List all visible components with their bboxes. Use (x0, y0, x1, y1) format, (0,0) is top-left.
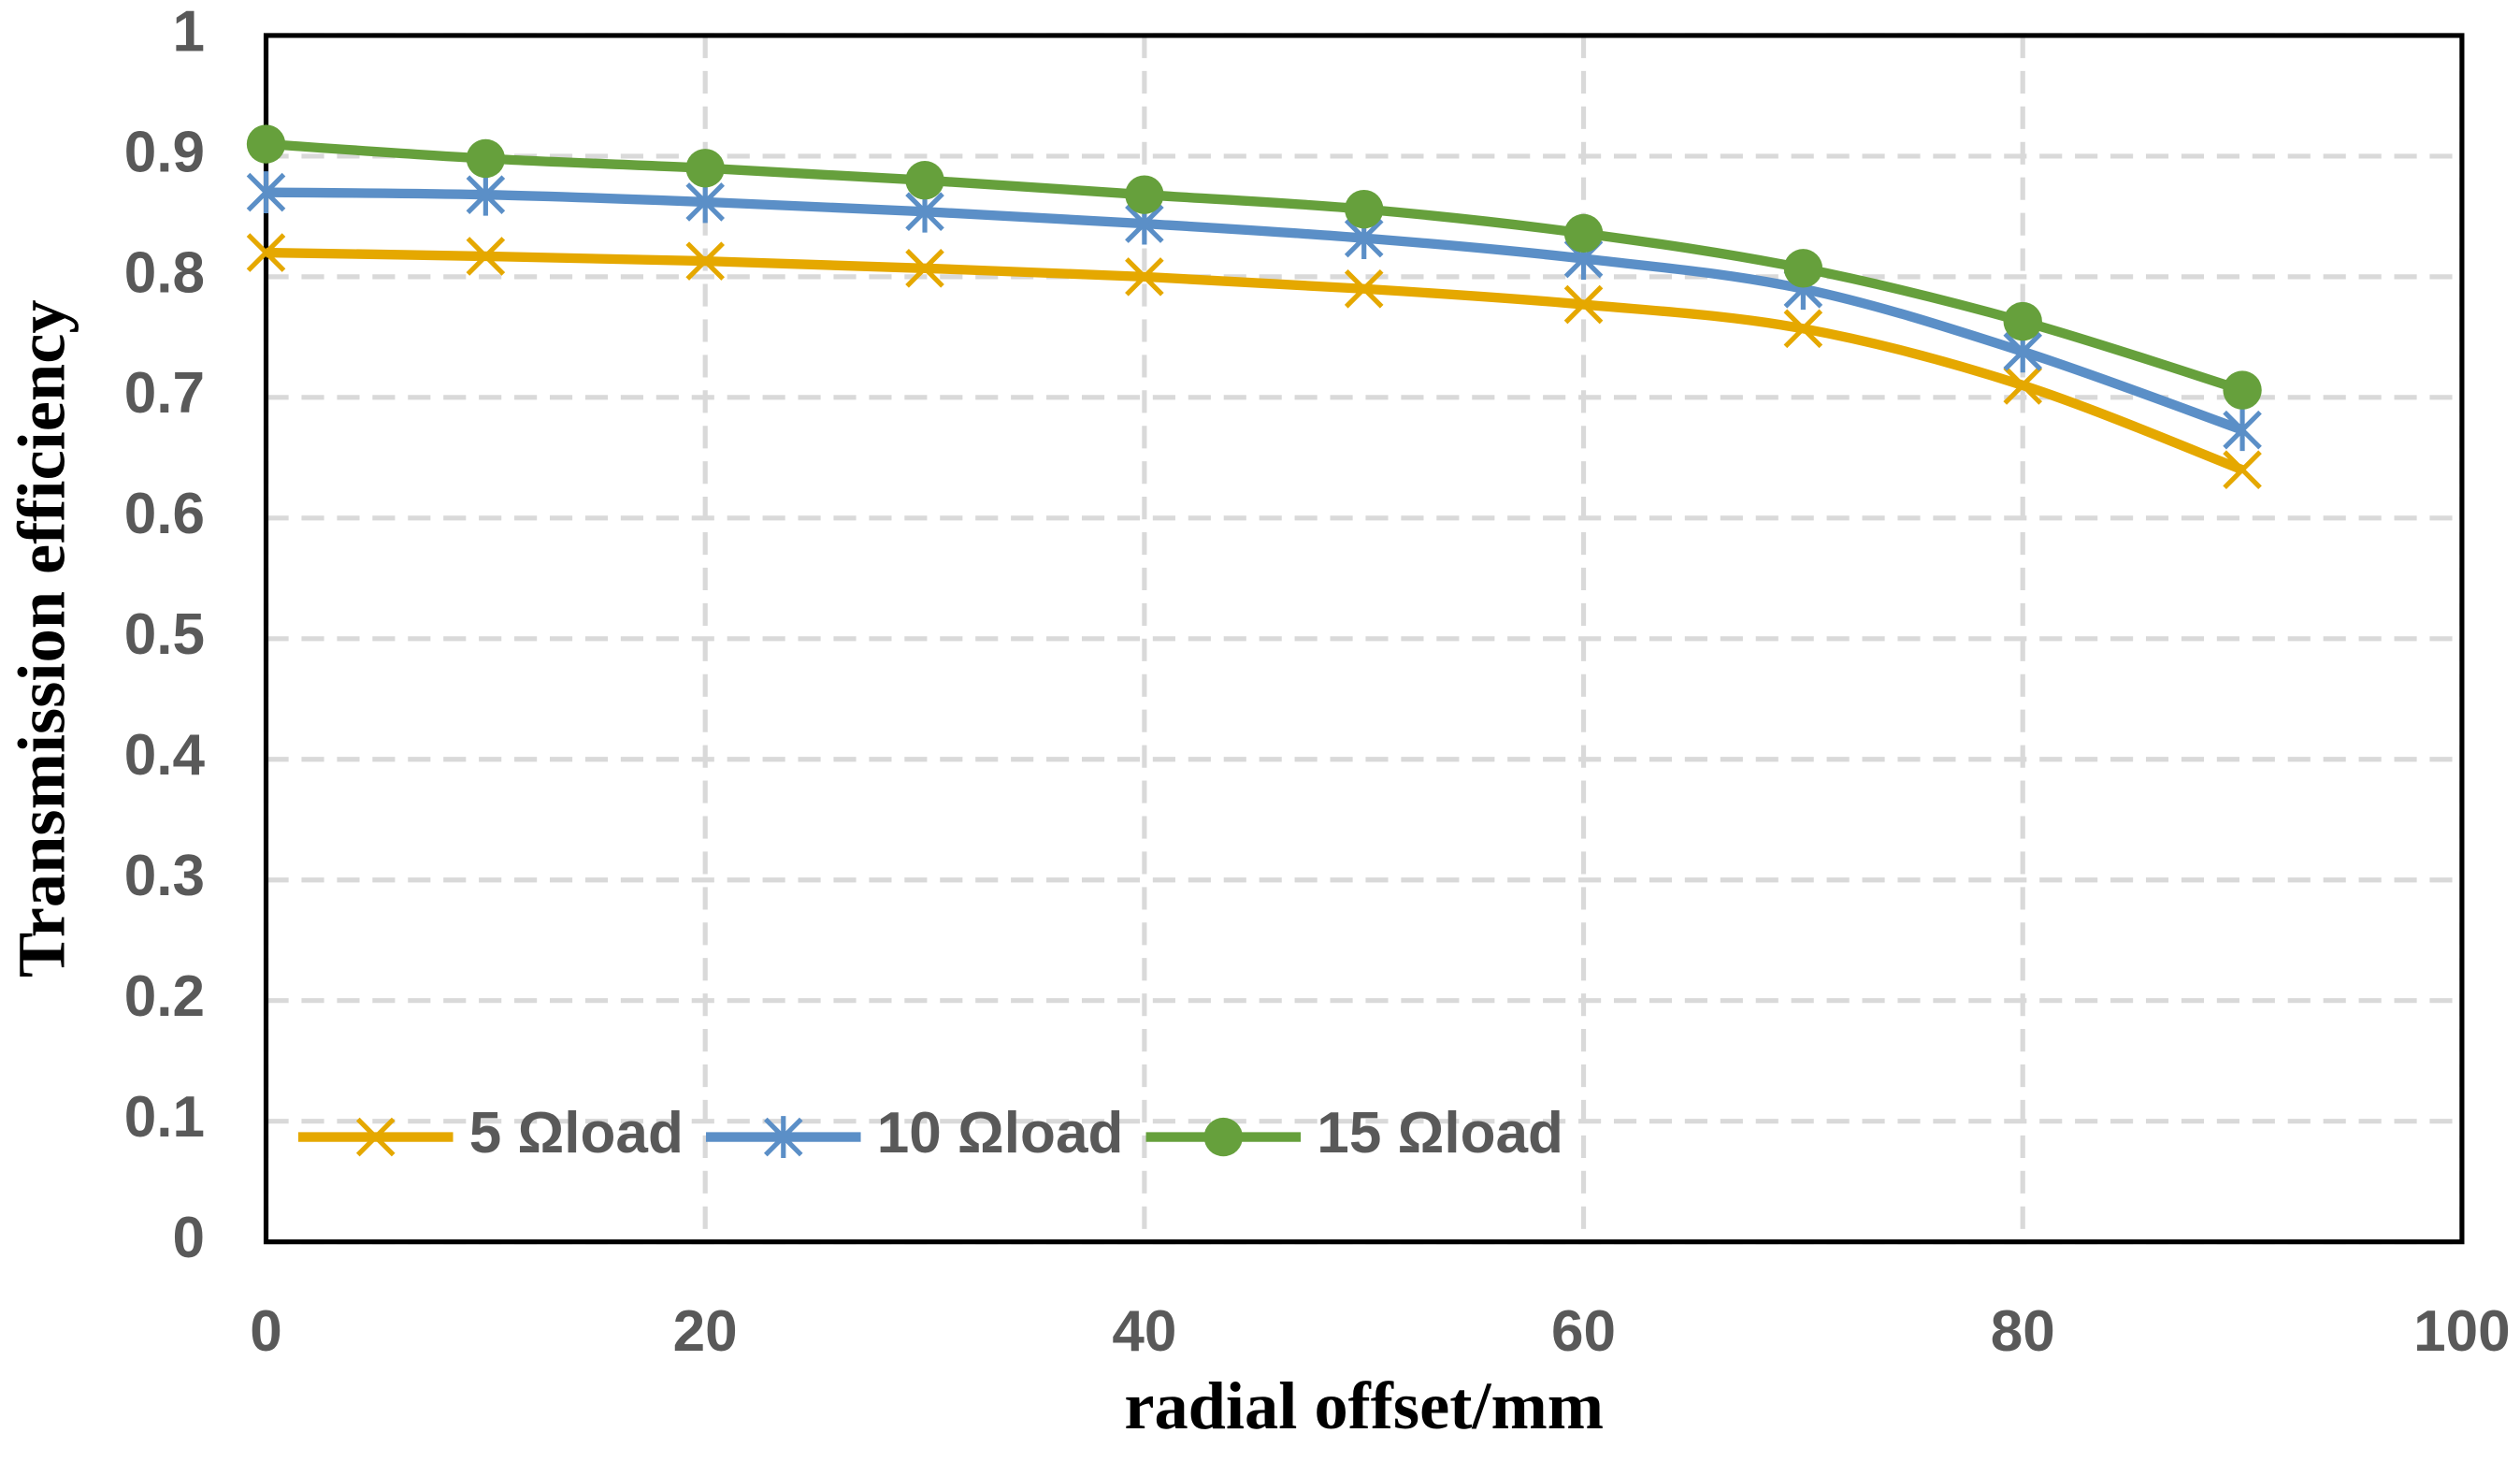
y-axis-title: Transmission efficiency (3, 299, 79, 977)
marker (246, 124, 286, 164)
marker-cross (466, 173, 506, 216)
marker (1203, 1117, 1244, 1157)
marker-dot (1563, 213, 1604, 253)
y-tick-label: 0.9 (124, 120, 205, 184)
marker (466, 138, 506, 179)
marker (685, 241, 725, 281)
marker (763, 1116, 803, 1158)
marker-dot (2223, 370, 2262, 410)
marker-cross (2223, 450, 2262, 490)
y-tick-label: 0 (172, 1206, 205, 1270)
marker (2003, 301, 2042, 341)
marker (1344, 268, 1384, 309)
marker-cross (1125, 257, 1164, 297)
y-tick-label: 0.2 (124, 964, 205, 1029)
x-tick-label: 20 (673, 1299, 738, 1364)
marker-cross (905, 249, 944, 288)
marker (355, 1117, 396, 1157)
marker (1783, 309, 1823, 349)
marker-cross (246, 171, 286, 214)
marker-cross (2003, 366, 2043, 405)
marker (466, 237, 506, 276)
y-tick-label: 0.8 (124, 240, 205, 305)
marker (2223, 409, 2262, 452)
marker-cross (466, 237, 506, 276)
plot-border (263, 33, 2465, 1245)
marker-cross (685, 181, 725, 224)
y-tick-label: 0.6 (124, 482, 205, 546)
marker (685, 181, 725, 224)
y-tick-label: 0.1 (124, 1085, 205, 1150)
marker-cross (2223, 409, 2262, 452)
y-tick-label: 0.7 (124, 361, 205, 426)
marker-dot (1783, 249, 1823, 288)
marker-cross (1344, 268, 1384, 309)
marker (2223, 370, 2262, 410)
marker-cross (763, 1116, 803, 1158)
x-tick-label: 40 (1112, 1299, 1176, 1364)
marker-dot (1125, 175, 1164, 214)
legend-item: 15 Ωload (1145, 1101, 1563, 1165)
marker-cross (685, 241, 725, 281)
x-tick-label: 80 (1991, 1299, 2055, 1364)
marker (1125, 175, 1164, 214)
x-tick-label: 100 (2413, 1299, 2511, 1364)
marker-dot (1345, 189, 1384, 229)
series-line (266, 138, 2244, 396)
marker (905, 161, 944, 200)
marker-dot (905, 161, 944, 200)
marker (1125, 257, 1164, 297)
marker-dot (1203, 1117, 1244, 1157)
marker (1563, 284, 1604, 325)
marker (1783, 249, 1823, 288)
marker-dot (685, 149, 725, 188)
marker-cross (1563, 284, 1604, 325)
x-axis-title: radial offset/mm (1124, 1368, 1604, 1443)
marker (1345, 189, 1384, 229)
legend-label: 10 Ωload (877, 1101, 1124, 1165)
marker-dot (246, 124, 286, 164)
marker (905, 249, 944, 288)
y-tick-label: 0.4 (124, 723, 206, 788)
marker (1563, 213, 1604, 253)
marker-dot (466, 138, 506, 179)
legend-item: 5 Ωload (298, 1101, 684, 1165)
marker (2223, 450, 2262, 490)
marker-cross (355, 1117, 396, 1157)
marker (246, 233, 286, 272)
y-tick-label: 1 (172, 0, 205, 64)
y-tick-label: 0.3 (124, 844, 205, 908)
legend-label: 15 Ωload (1317, 1101, 1563, 1165)
x-tick-label: 60 (1551, 1299, 1616, 1364)
legend-item: 10 Ωload (706, 1101, 1123, 1165)
marker (2003, 366, 2043, 405)
series-line (266, 247, 2244, 475)
marker (246, 171, 286, 214)
marker (685, 149, 725, 188)
marker-dot (2003, 301, 2042, 341)
series-line (266, 187, 2244, 435)
marker (466, 173, 506, 216)
marker-cross (246, 233, 286, 272)
x-tick-label: 0 (250, 1299, 282, 1364)
marker-cross (1783, 309, 1823, 349)
y-tick-label: 0.5 (124, 602, 205, 667)
legend-label: 5 Ωload (469, 1101, 684, 1165)
